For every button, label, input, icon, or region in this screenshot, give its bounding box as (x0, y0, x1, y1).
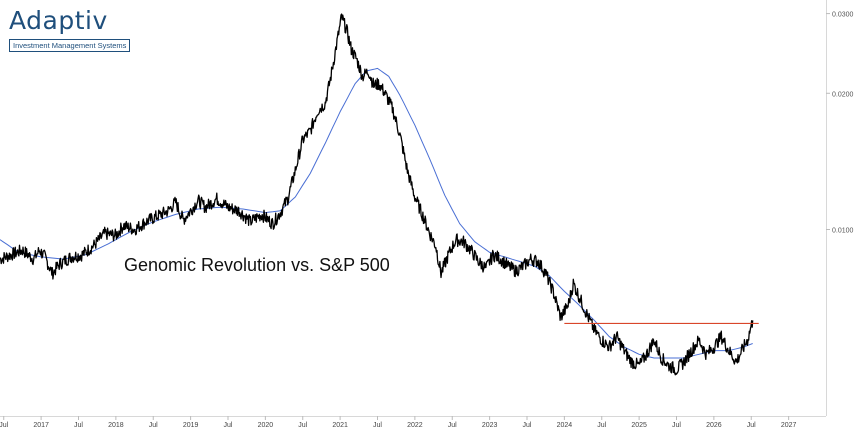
price-axis-border (826, 0, 827, 416)
x-tick-label: 2018 (108, 422, 124, 429)
time-axis-border (0, 416, 826, 417)
x-tick-label: Jul (597, 422, 606, 429)
x-tick-label: 2024 (557, 422, 573, 429)
x-tick-label: Jul (523, 422, 532, 429)
x-tick-label: 2021 (332, 422, 348, 429)
y-tick-label: 0.0200 (832, 91, 854, 98)
x-tick-label: Jul (448, 422, 457, 429)
x-tick-label: Jul (747, 422, 756, 429)
brand-name: Adaptiv (9, 6, 108, 35)
x-tick-label: 2017 (33, 422, 49, 429)
moving-average-line (0, 67, 753, 359)
x-tick-label: Jul (74, 422, 83, 429)
x-tick-label: 2025 (631, 422, 647, 429)
y-tick-label: 0.0100 (832, 228, 854, 235)
x-tick-label: Jul (373, 422, 382, 429)
brand-logo: Adaptiv Investment Management Systems (9, 6, 131, 53)
x-tick-label: 2019 (183, 422, 199, 429)
x-tick-label: Jul (224, 422, 233, 429)
ratio-series-line (0, 13, 754, 376)
x-tick-label: 2023 (482, 422, 498, 429)
x-tick-label: Jul (298, 422, 307, 429)
x-tick-label: Jul (672, 422, 681, 429)
chart-title: Genomic Revolution vs. S&P 500 (124, 255, 390, 275)
x-tick-label: 2022 (407, 422, 423, 429)
x-tick-label: 2027 (781, 422, 797, 429)
brand-tagline: Investment Management Systems (9, 39, 131, 52)
x-tick-label: 2026 (706, 422, 722, 429)
x-tick-label: 2020 (258, 422, 274, 429)
x-tick-label: Jul (149, 422, 158, 429)
y-tick-label: 0.0300 (832, 12, 854, 19)
x-tick-label: Jul (0, 422, 9, 429)
